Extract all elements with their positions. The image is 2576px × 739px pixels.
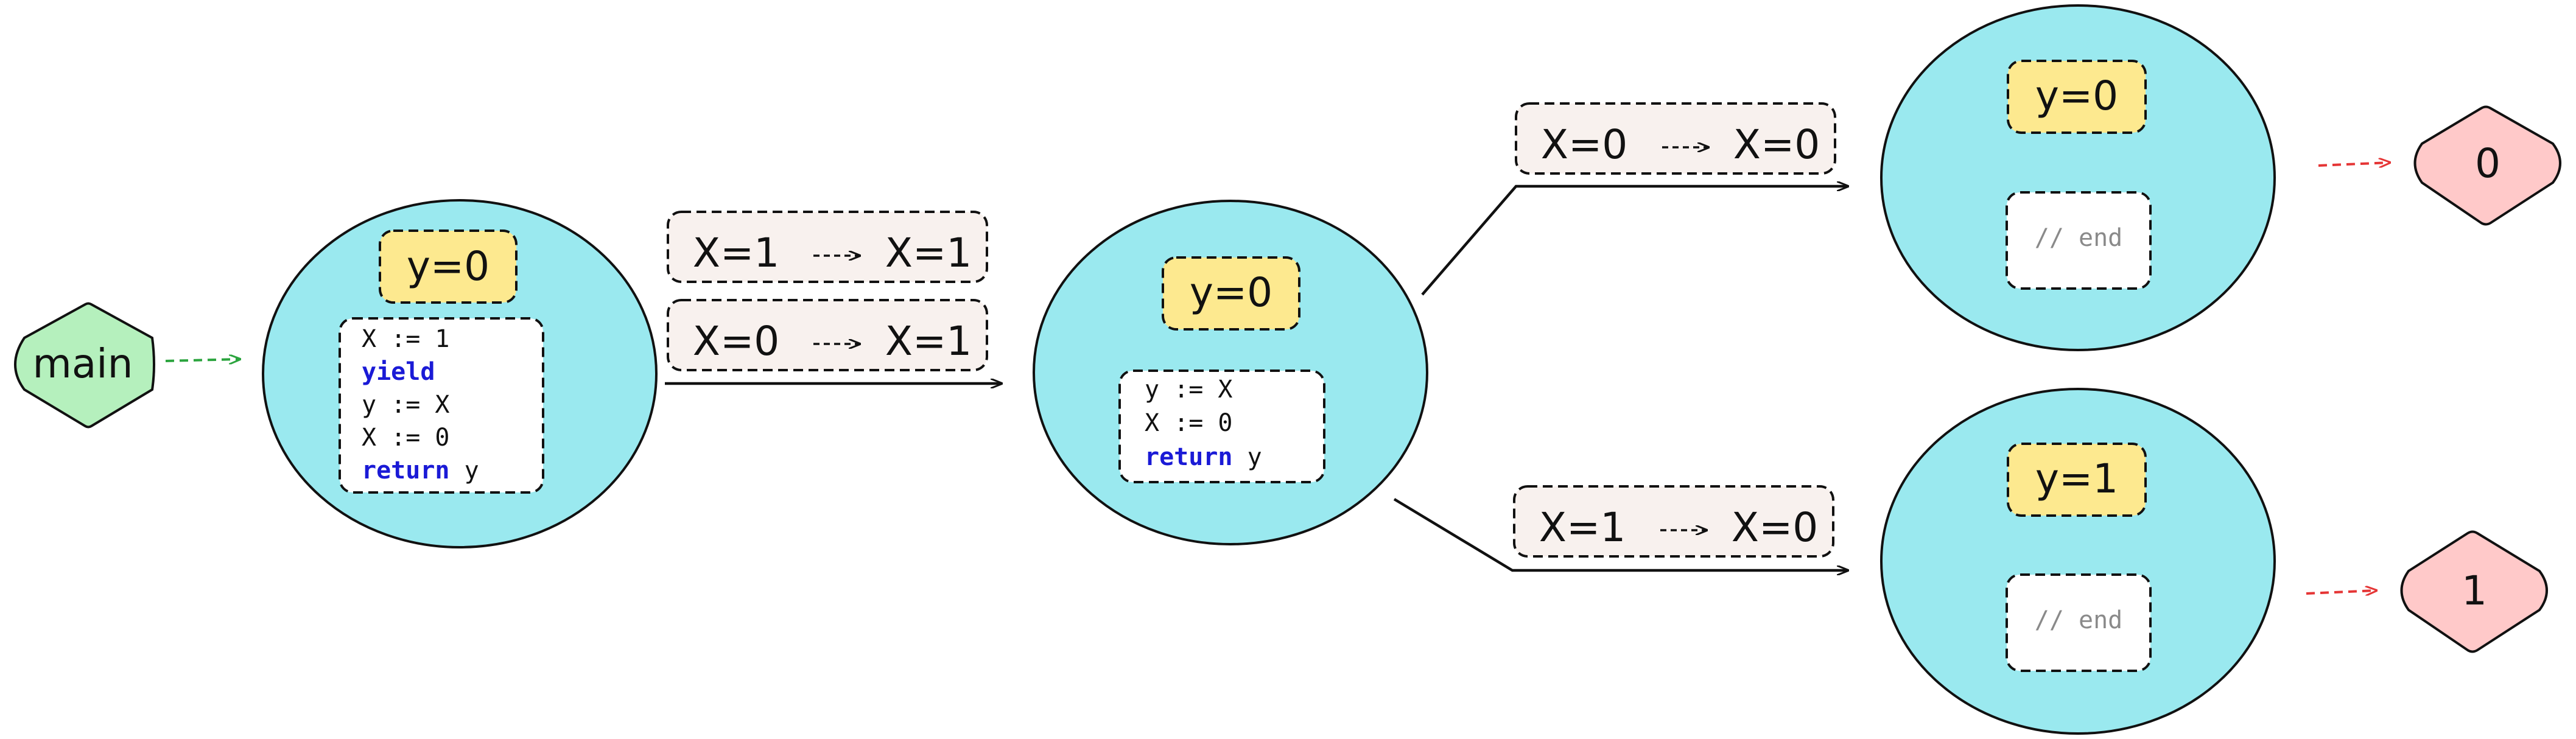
transition-from: X=1 [1539,504,1626,551]
end-arrow-0 [2318,163,2390,166]
state-3-circle [1880,4,2276,351]
code-line: yield [362,358,435,386]
state-4-value: y=1 [2035,455,2118,502]
state-3-code-box [2006,191,2152,290]
state-1-value-box [379,229,518,304]
transition-from: X=0 [693,318,780,365]
result-1-diamond-icon [2400,530,2548,653]
state-3-value: y=0 [2035,72,2118,119]
return-keyword: return [362,457,450,485]
code-line: X := 0 [362,424,450,452]
result-1-label: 1 [2462,567,2487,614]
transition-box [667,299,988,371]
state-1-value: y=0 [407,243,490,290]
edge-s2-s3 [1421,186,1848,296]
code-line: return y [1145,443,1262,471]
return-keyword: return [1145,443,1233,471]
result-node-1: 1 [2400,530,2548,653]
end-arrow-1 [2306,590,2376,594]
transition-to: X=0 [1733,121,1820,168]
state-4-value-box [2007,443,2147,517]
transition-to: X=0 [1732,504,1819,551]
code-line: y := X [362,391,450,419]
result-node-0: 0 [2413,105,2561,226]
state-2-value: y=0 [1190,269,1272,316]
code-line: X := 0 [1145,409,1233,437]
state-1-code: X := 1 yield y := X X := 0 return y [362,325,479,485]
state-4-circle [1880,388,2276,735]
state-4-code: // end [2035,606,2123,634]
result-0-label: 0 [2475,140,2501,187]
main-label: main [33,340,133,387]
state-3: y=0 // end [1880,4,2276,351]
transition-from: X=0 [1541,121,1628,168]
transition-3: X=1 X=0 [1513,485,1834,558]
return-value: y [1233,443,1262,471]
start-arrow [165,359,240,361]
state-2-code-box [1118,370,1325,483]
result-0-diamond-icon [2413,105,2561,226]
main-diamond-icon [14,302,155,429]
transition-box [667,211,988,283]
state-4-code-box [2006,573,2152,672]
state-2: y=0 y := X X := 0 return y [1033,200,1428,545]
state-3-code: // end [2035,224,2123,252]
code-line: X := 1 [362,325,450,353]
code-line: y := X [1145,376,1233,404]
transition-from: X=1 [693,229,780,276]
state-2-value-box [1162,256,1300,331]
transition-1b: X=0 X=1 [667,299,988,371]
transition-to: X=1 [885,318,972,365]
transition-box [1513,485,1834,558]
state-1: y=0 X := 1 yield y := X X := 0 return y [262,199,658,548]
state-2-code: y := X X := 0 return y [1145,376,1262,471]
main-node: main [14,302,155,429]
state-3-value-box [2007,60,2147,134]
transition-box [1515,102,1836,175]
return-value: y [450,457,479,485]
transition-to: X=1 [885,229,972,276]
state-4: y=1 // end [1880,388,2276,735]
transition-1a: X=1 X=1 [667,211,988,283]
transition-2: X=0 X=0 [1515,102,1836,175]
state-1-code-box [339,317,544,494]
code-line: return y [362,457,479,485]
edge-s2-s4 [1393,498,1848,570]
